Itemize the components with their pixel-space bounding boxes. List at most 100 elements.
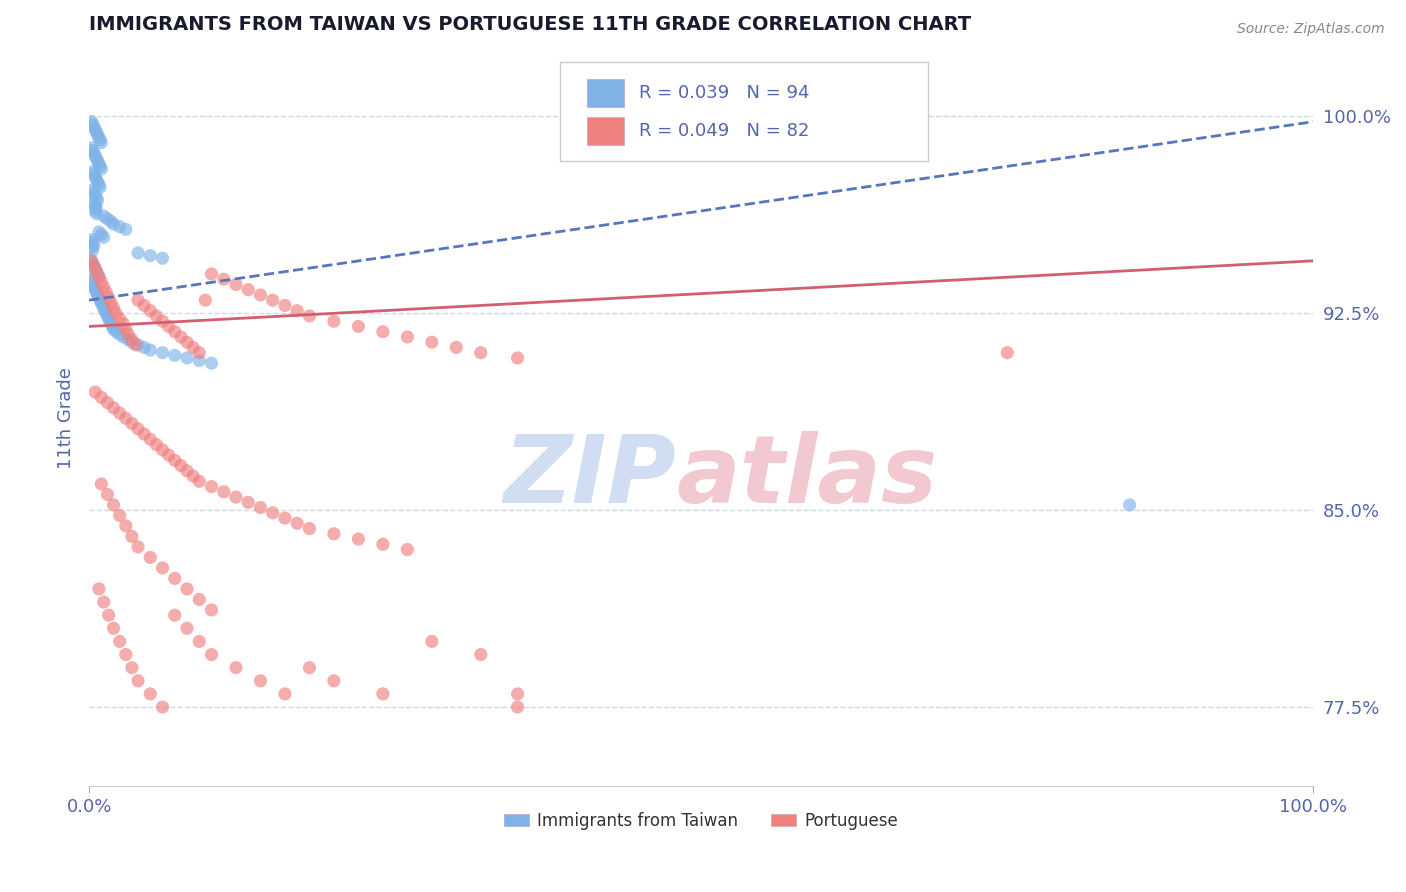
Point xyxy=(152,345,174,359)
Point xyxy=(127,422,149,436)
FancyBboxPatch shape xyxy=(561,62,928,161)
Point xyxy=(127,540,149,554)
Point xyxy=(446,341,468,355)
Point xyxy=(188,345,211,359)
Text: ZIP: ZIP xyxy=(503,431,676,523)
Point xyxy=(86,172,108,186)
Text: IMMIGRANTS FROM TAIWAN VS PORTUGUESE 11TH GRADE CORRELATION CHART: IMMIGRANTS FROM TAIWAN VS PORTUGUESE 11T… xyxy=(89,15,972,34)
Point xyxy=(285,516,308,531)
Point xyxy=(274,298,297,312)
Point xyxy=(176,621,198,635)
Point xyxy=(1118,498,1140,512)
Point xyxy=(83,280,105,294)
Point xyxy=(124,338,146,352)
Point xyxy=(80,253,103,268)
Point xyxy=(97,311,120,326)
Point xyxy=(262,506,284,520)
Point xyxy=(238,283,260,297)
Point xyxy=(347,319,370,334)
Point xyxy=(152,314,174,328)
Point xyxy=(181,469,204,483)
Point xyxy=(86,152,108,166)
Point xyxy=(121,661,143,675)
Point xyxy=(152,442,174,457)
Point xyxy=(114,519,136,533)
Point xyxy=(176,464,198,478)
Point xyxy=(94,303,117,318)
Point xyxy=(152,561,174,575)
Point xyxy=(188,634,211,648)
Point xyxy=(79,272,101,286)
Point xyxy=(108,634,131,648)
Legend: Immigrants from Taiwan, Portuguese: Immigrants from Taiwan, Portuguese xyxy=(498,805,905,836)
Point xyxy=(238,495,260,509)
Point xyxy=(152,700,174,714)
Point xyxy=(86,264,108,278)
Point xyxy=(225,277,247,292)
Point xyxy=(82,144,104,158)
Point xyxy=(212,484,235,499)
Point xyxy=(89,180,111,194)
Point xyxy=(212,272,235,286)
Point xyxy=(86,206,108,220)
Point xyxy=(114,648,136,662)
Point xyxy=(87,291,110,305)
Point xyxy=(506,687,529,701)
Point xyxy=(117,327,139,342)
Point xyxy=(200,267,222,281)
Point xyxy=(89,133,111,147)
Point xyxy=(157,448,180,462)
Point xyxy=(90,477,112,491)
Point xyxy=(82,164,104,178)
Point xyxy=(506,700,529,714)
Point xyxy=(298,661,321,675)
Point xyxy=(194,293,217,308)
Point xyxy=(86,288,108,302)
Point xyxy=(82,256,104,270)
Point xyxy=(86,202,108,216)
Point xyxy=(84,149,107,163)
Point xyxy=(91,298,114,312)
Point xyxy=(97,608,120,623)
Point xyxy=(176,351,198,365)
Point xyxy=(163,608,186,623)
Point xyxy=(298,522,321,536)
Point xyxy=(84,283,107,297)
Text: atlas: atlas xyxy=(676,431,938,523)
Point xyxy=(103,621,125,635)
Point xyxy=(108,508,131,523)
Point xyxy=(225,661,247,675)
Point xyxy=(83,259,105,273)
Point xyxy=(100,295,122,310)
Point xyxy=(127,293,149,308)
Text: R = 0.049   N = 82: R = 0.049 N = 82 xyxy=(638,122,808,140)
Point xyxy=(90,275,112,289)
Point xyxy=(127,246,149,260)
Point xyxy=(84,122,107,136)
Point xyxy=(82,117,104,131)
Point xyxy=(127,338,149,352)
Point xyxy=(170,330,193,344)
Point xyxy=(103,217,125,231)
Point xyxy=(176,582,198,596)
Point xyxy=(83,146,105,161)
Point xyxy=(93,301,115,315)
Point xyxy=(89,159,111,173)
Point xyxy=(114,411,136,425)
Point xyxy=(89,293,111,308)
Point xyxy=(103,322,125,336)
Point xyxy=(84,169,107,184)
Point xyxy=(86,264,108,278)
Point xyxy=(121,335,143,350)
Point xyxy=(108,219,131,234)
Point xyxy=(105,306,128,320)
Point xyxy=(188,475,211,489)
Point xyxy=(134,298,156,312)
Point xyxy=(87,130,110,145)
Point xyxy=(371,537,394,551)
Point xyxy=(200,603,222,617)
Point xyxy=(87,269,110,284)
Point xyxy=(249,673,271,688)
Point xyxy=(80,275,103,289)
Point xyxy=(98,314,121,328)
